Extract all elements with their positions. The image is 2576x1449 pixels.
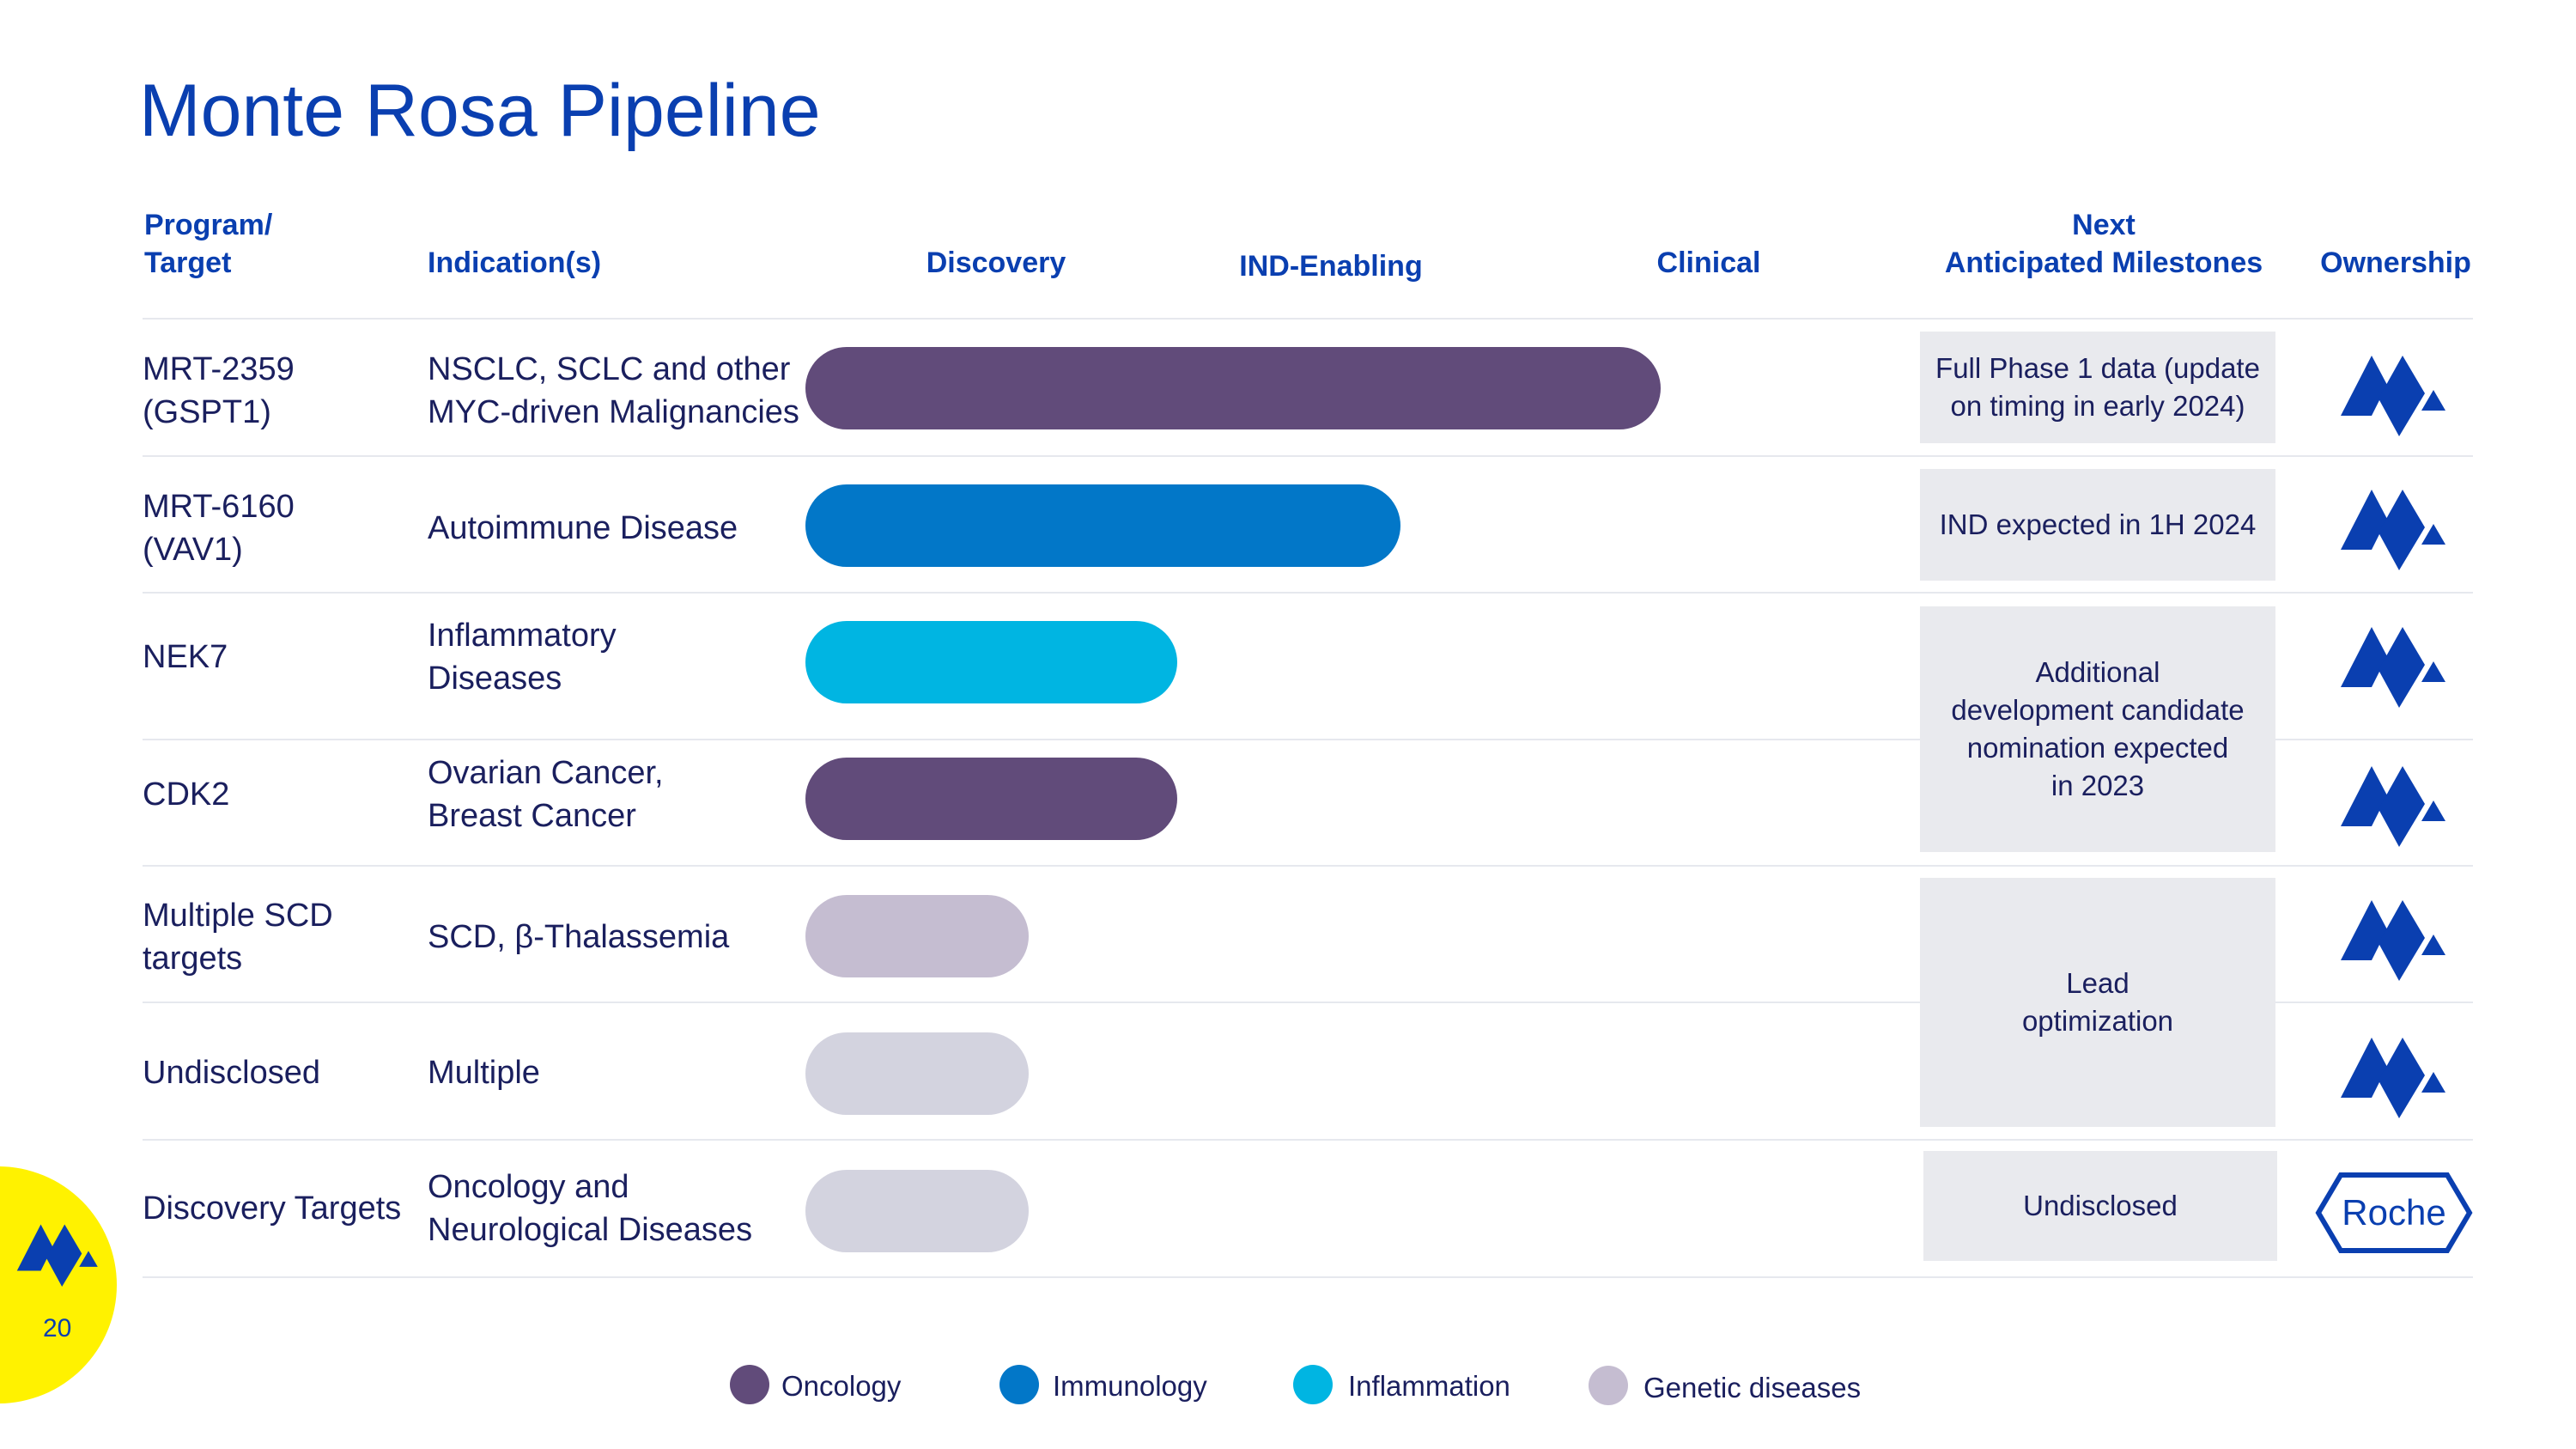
header-program-target: Program/ Target (144, 209, 273, 279)
pipeline-bar-scd (805, 895, 1029, 977)
program-name: CDK2 (143, 776, 230, 813)
row-separator (143, 1139, 2473, 1141)
program-name: Multiple SCD targets (143, 898, 333, 977)
header-milestones: Next Anticipated Milestones (1944, 209, 2263, 279)
header-ownership: Ownership (2320, 247, 2471, 279)
pipeline-bar-discovery-targets (805, 1170, 1029, 1252)
legend-swatch-genetic (1589, 1366, 1628, 1405)
legend-label-immunology: Immunology (1053, 1370, 1207, 1402)
indication: NSCLC, SCLC and other MYC-driven Maligna… (428, 351, 799, 430)
indication: Inflammatory Diseases (428, 618, 617, 697)
pipeline-bar-nek7 (805, 621, 1177, 703)
monte-rosa-logo-icon (2341, 900, 2445, 981)
roche-logo-text: Roche (2342, 1192, 2445, 1233)
row-separator (143, 739, 2473, 740)
monte-rosa-logo-icon (2341, 490, 2445, 570)
row-separator (143, 592, 2473, 594)
header-discovery: Discovery (926, 247, 1066, 279)
pipeline-bar-mrt-6160 (805, 484, 1400, 567)
header-ind-enabling: IND-Enabling (1239, 250, 1423, 283)
legend-swatch-immunology (999, 1365, 1039, 1404)
indication: Multiple (428, 1055, 540, 1091)
row-separator (143, 1276, 2473, 1278)
row-separator (143, 318, 2473, 320)
milestone-box: Lead optimization (1920, 878, 2275, 1127)
program-name: NEK7 (143, 639, 228, 675)
indication: Ovarian Cancer, Breast Cancer (428, 755, 664, 834)
row-separator (143, 865, 2473, 867)
pipeline-bar-cdk2 (805, 758, 1177, 840)
milestone-box: Full Phase 1 data (update on timing in e… (1920, 332, 2275, 443)
legend-swatch-oncology (730, 1365, 769, 1404)
header-indication: Indication(s) (428, 247, 602, 279)
milestone-box: IND expected in 1H 2024 (1920, 469, 2275, 581)
header-clinical: Clinical (1656, 247, 1761, 279)
program-name: Undisclosed (143, 1055, 320, 1091)
indication: SCD, β-Thalassemia (428, 919, 730, 955)
monte-rosa-logo-icon (2341, 1038, 2445, 1118)
legend-label-genetic: Genetic diseases (1643, 1372, 1862, 1403)
monte-rosa-logo-icon (2341, 627, 2445, 708)
monte-rosa-logo-icon (2341, 356, 2445, 436)
indication: Oncology and Neurological Diseases (428, 1169, 753, 1248)
pipeline-bar-undisclosed (805, 1032, 1029, 1115)
monte-rosa-logo-icon (2341, 766, 2445, 847)
monte-rosa-badge-logo-icon (16, 1224, 98, 1287)
indication: Autoimmune Disease (428, 510, 738, 546)
program-name: MRT-6160 (VAV1) (143, 489, 295, 568)
legend-label-oncology: Oncology (781, 1370, 902, 1402)
row-separator (143, 1002, 2473, 1003)
legend-swatch-inflammation (1293, 1365, 1333, 1404)
page-number: 20 (43, 1314, 72, 1342)
program-name: MRT-2359 (GSPT1) (143, 351, 295, 430)
milestone-box: Undisclosed (1923, 1151, 2277, 1261)
roche-logo-icon: Roche (2315, 1172, 2473, 1253)
pipeline-bar-mrt-2359 (805, 347, 1661, 429)
program-name: Discovery Targets (143, 1190, 402, 1227)
legend-label-inflammation: Inflammation (1348, 1370, 1510, 1402)
row-separator (143, 455, 2473, 457)
page-title: Monte Rosa Pipeline (139, 70, 821, 152)
milestone-box: Additional development candidate nominat… (1920, 606, 2275, 852)
